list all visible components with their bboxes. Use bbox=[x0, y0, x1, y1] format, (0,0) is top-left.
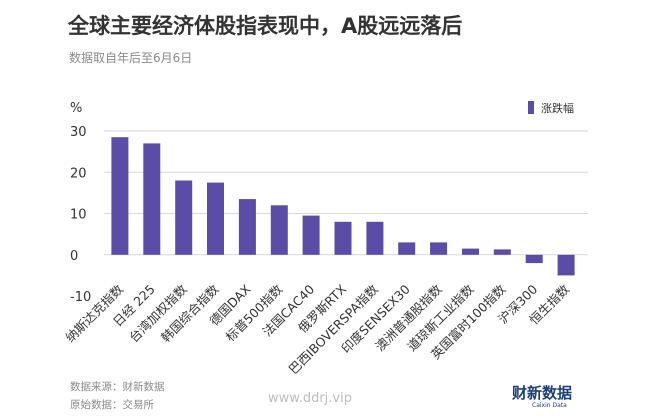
watermark-url: www.ddrj.vip bbox=[268, 391, 352, 406]
y-tick-label: -10 bbox=[70, 290, 91, 305]
bar bbox=[238, 199, 256, 255]
y-tick-label: 0 bbox=[70, 249, 78, 264]
bar bbox=[493, 249, 511, 255]
y-axis-unit: % bbox=[70, 101, 82, 116]
bar bbox=[557, 254, 575, 276]
brand-logo-subtitle: Caixin Data bbox=[532, 402, 567, 409]
bar bbox=[430, 242, 448, 255]
bar bbox=[366, 221, 384, 255]
y-tick-label: 30 bbox=[70, 125, 87, 140]
legend-label: 涨跌幅 bbox=[541, 101, 574, 115]
bar bbox=[525, 254, 543, 264]
bar bbox=[111, 137, 129, 255]
brand-logo: 财新数据 bbox=[512, 384, 573, 402]
bar bbox=[207, 182, 224, 255]
chart-title: 全球主要经济体股指表现中，A股远远落后 bbox=[68, 14, 463, 38]
origin-note: 原始数据：交易所 bbox=[70, 399, 154, 411]
source-note: 数据来源：财新数据 bbox=[70, 381, 165, 393]
bar bbox=[398, 242, 416, 255]
bar bbox=[270, 205, 288, 255]
chart-subtitle: 数据取自年后至6月6日 bbox=[69, 51, 193, 65]
legend-swatch bbox=[528, 101, 534, 114]
bar bbox=[302, 215, 320, 255]
bar bbox=[175, 180, 193, 255]
bar bbox=[143, 143, 161, 255]
y-tick-label: 20 bbox=[70, 166, 87, 181]
bar bbox=[334, 221, 352, 255]
y-tick-label: 10 bbox=[70, 208, 87, 223]
bar bbox=[462, 248, 479, 255]
